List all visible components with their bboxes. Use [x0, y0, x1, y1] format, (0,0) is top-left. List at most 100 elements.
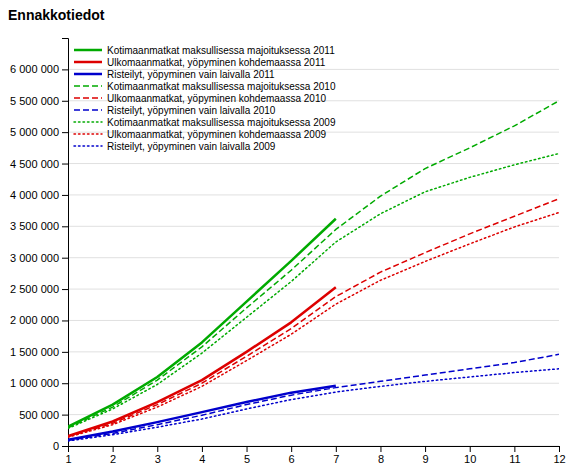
grid-line: [68, 351, 559, 352]
legend-swatch: [74, 121, 102, 123]
y-tick: 5 500 000: [10, 95, 68, 107]
y-tick-label: 5 500 000: [10, 95, 59, 107]
y-tick-label: 1 500 000: [10, 346, 59, 358]
grid-line: [68, 383, 559, 384]
grid-line: [68, 163, 559, 164]
x-tick-label: 8: [378, 453, 384, 465]
plot: 0500 0001 000 0001 500 0002 000 0002 500…: [10, 39, 566, 465]
y-tick: 2 500 000: [10, 283, 68, 295]
x-tick: 9: [423, 446, 429, 465]
legend-label: Ulkomaanmatkat, yöpyminen kohdemaassa 20…: [107, 93, 326, 104]
legend-item: Risteilyt, yöpyminen vain laivalla 2010: [74, 105, 276, 116]
y-tick: 5 000 000: [10, 126, 68, 138]
grid-line: [68, 289, 559, 290]
x-tick-label: 6: [289, 453, 295, 465]
y-tick-label: 4 000 000: [10, 189, 59, 201]
series-line: [68, 153, 559, 428]
grid-line: [68, 194, 559, 195]
y-tick-mark: [62, 195, 68, 196]
legend-label: Risteilyt, yöpyminen vain laivalla 2009: [107, 141, 276, 152]
legend-item: Kotimaanmatkat maksullisessa majoitukses…: [74, 117, 336, 128]
x-tick-label: 5: [244, 453, 250, 465]
series-line: [68, 212, 559, 437]
legend-label: Kotimaanmatkat maksullisessa majoitukses…: [107, 45, 335, 56]
y-axis-line: [62, 39, 69, 447]
x-tick: 12: [553, 446, 565, 465]
y-tick-mark: [62, 132, 68, 133]
y-tick-label: 4 500 000: [10, 158, 59, 170]
legend-label: Kotimaanmatkat maksullisessa majoitukses…: [107, 117, 336, 128]
y-tick: 4 500 000: [10, 158, 68, 170]
x-tick-mark: [470, 446, 471, 452]
y-axis: 0500 0001 000 0001 500 0002 000 0002 500…: [10, 39, 68, 453]
grid-line: [68, 257, 559, 258]
y-tick-label: 5 000 000: [10, 126, 59, 138]
x-tick: 11: [509, 446, 520, 465]
x-tick-mark: [202, 446, 203, 452]
x-tick-mark: [113, 446, 114, 452]
y-tick: 2 000 000: [10, 314, 68, 326]
chart: 0500 0001 000 0001 500 0002 000 0002 500…: [0, 0, 577, 476]
y-tick-mark: [62, 101, 68, 102]
legend-item: Risteilyt, yöpyminen vain laivalla 2009: [74, 141, 276, 152]
y-tick-mark: [62, 383, 68, 384]
legend-label: Ulkomaanmatkat, yöpyminen kohdemaassa 20…: [107, 129, 326, 140]
legend: Kotimaanmatkat maksullisessa majoitukses…: [74, 45, 336, 152]
x-tick: 6: [289, 446, 295, 465]
y-tick: 1 500 000: [10, 346, 68, 358]
series-line: [68, 219, 336, 427]
x-tick-mark: [514, 446, 515, 452]
x-tick: 3: [155, 446, 161, 465]
y-tick: 500 000: [19, 409, 68, 421]
y-tick: 4 000 000: [10, 189, 68, 201]
y-tick-label: 2 500 000: [10, 283, 59, 295]
series-line: [68, 386, 336, 440]
x-axis-line: [69, 447, 560, 453]
y-tick-label: 3 000 000: [10, 252, 59, 264]
grid-line: [68, 320, 559, 321]
legend-swatch: [74, 85, 102, 87]
y-tick-mark: [62, 69, 68, 70]
legend-swatch: [74, 61, 102, 64]
y-tick: 6 000 000: [10, 63, 68, 75]
x-tick-mark: [559, 446, 560, 452]
x-axis: 123456789101112: [65, 446, 565, 465]
x-tick: 10: [464, 446, 476, 465]
x-tick-label: 10: [464, 453, 476, 465]
x-tick-mark: [68, 446, 69, 452]
series-line: [68, 354, 559, 440]
y-tick-mark: [62, 352, 68, 353]
x-tick-label: 12: [553, 453, 565, 465]
grid: [68, 69, 559, 446]
x-tick: 2: [110, 446, 116, 465]
x-tick-label: 4: [199, 453, 205, 465]
x-tick: 1: [65, 446, 71, 465]
y-tick-mark: [62, 164, 68, 165]
y-tick-label: 3 500 000: [10, 220, 59, 232]
legend-item: Kotimaanmatkat maksullisessa majoitukses…: [74, 45, 335, 56]
title: Ennakkotiedot: [8, 7, 105, 23]
series-line: [68, 199, 559, 437]
y-tick-mark: [62, 226, 68, 227]
grid-line: [68, 226, 559, 227]
x-tick-mark: [291, 446, 292, 452]
legend-item: Ulkomaanmatkat, yöpyminen kohdemaassa 20…: [74, 93, 326, 104]
x-tick-label: 3: [155, 453, 161, 465]
x-tick-mark: [380, 446, 381, 452]
x-tick: 7: [333, 446, 339, 465]
y-tick-mark: [62, 446, 68, 447]
y-tick-label: 6 000 000: [10, 63, 59, 75]
x-tick-mark: [425, 446, 426, 452]
legend-label: Risteilyt, yöpyminen vain laivalla 2010: [107, 105, 276, 116]
series-line: [68, 101, 559, 428]
legend-swatch: [74, 109, 102, 111]
x-tick-label: 11: [509, 453, 520, 465]
legend-swatch: [74, 133, 102, 135]
y-tick-label: 2 000 000: [10, 314, 59, 326]
x-tick-label: 9: [423, 453, 429, 465]
x-tick-label: 7: [333, 453, 339, 465]
series-line: [68, 287, 336, 436]
legend-swatch: [74, 73, 102, 76]
grid-line: [68, 414, 559, 415]
legend-item: Ulkomaanmatkat, yöpyminen kohdemaassa 20…: [74, 129, 326, 140]
